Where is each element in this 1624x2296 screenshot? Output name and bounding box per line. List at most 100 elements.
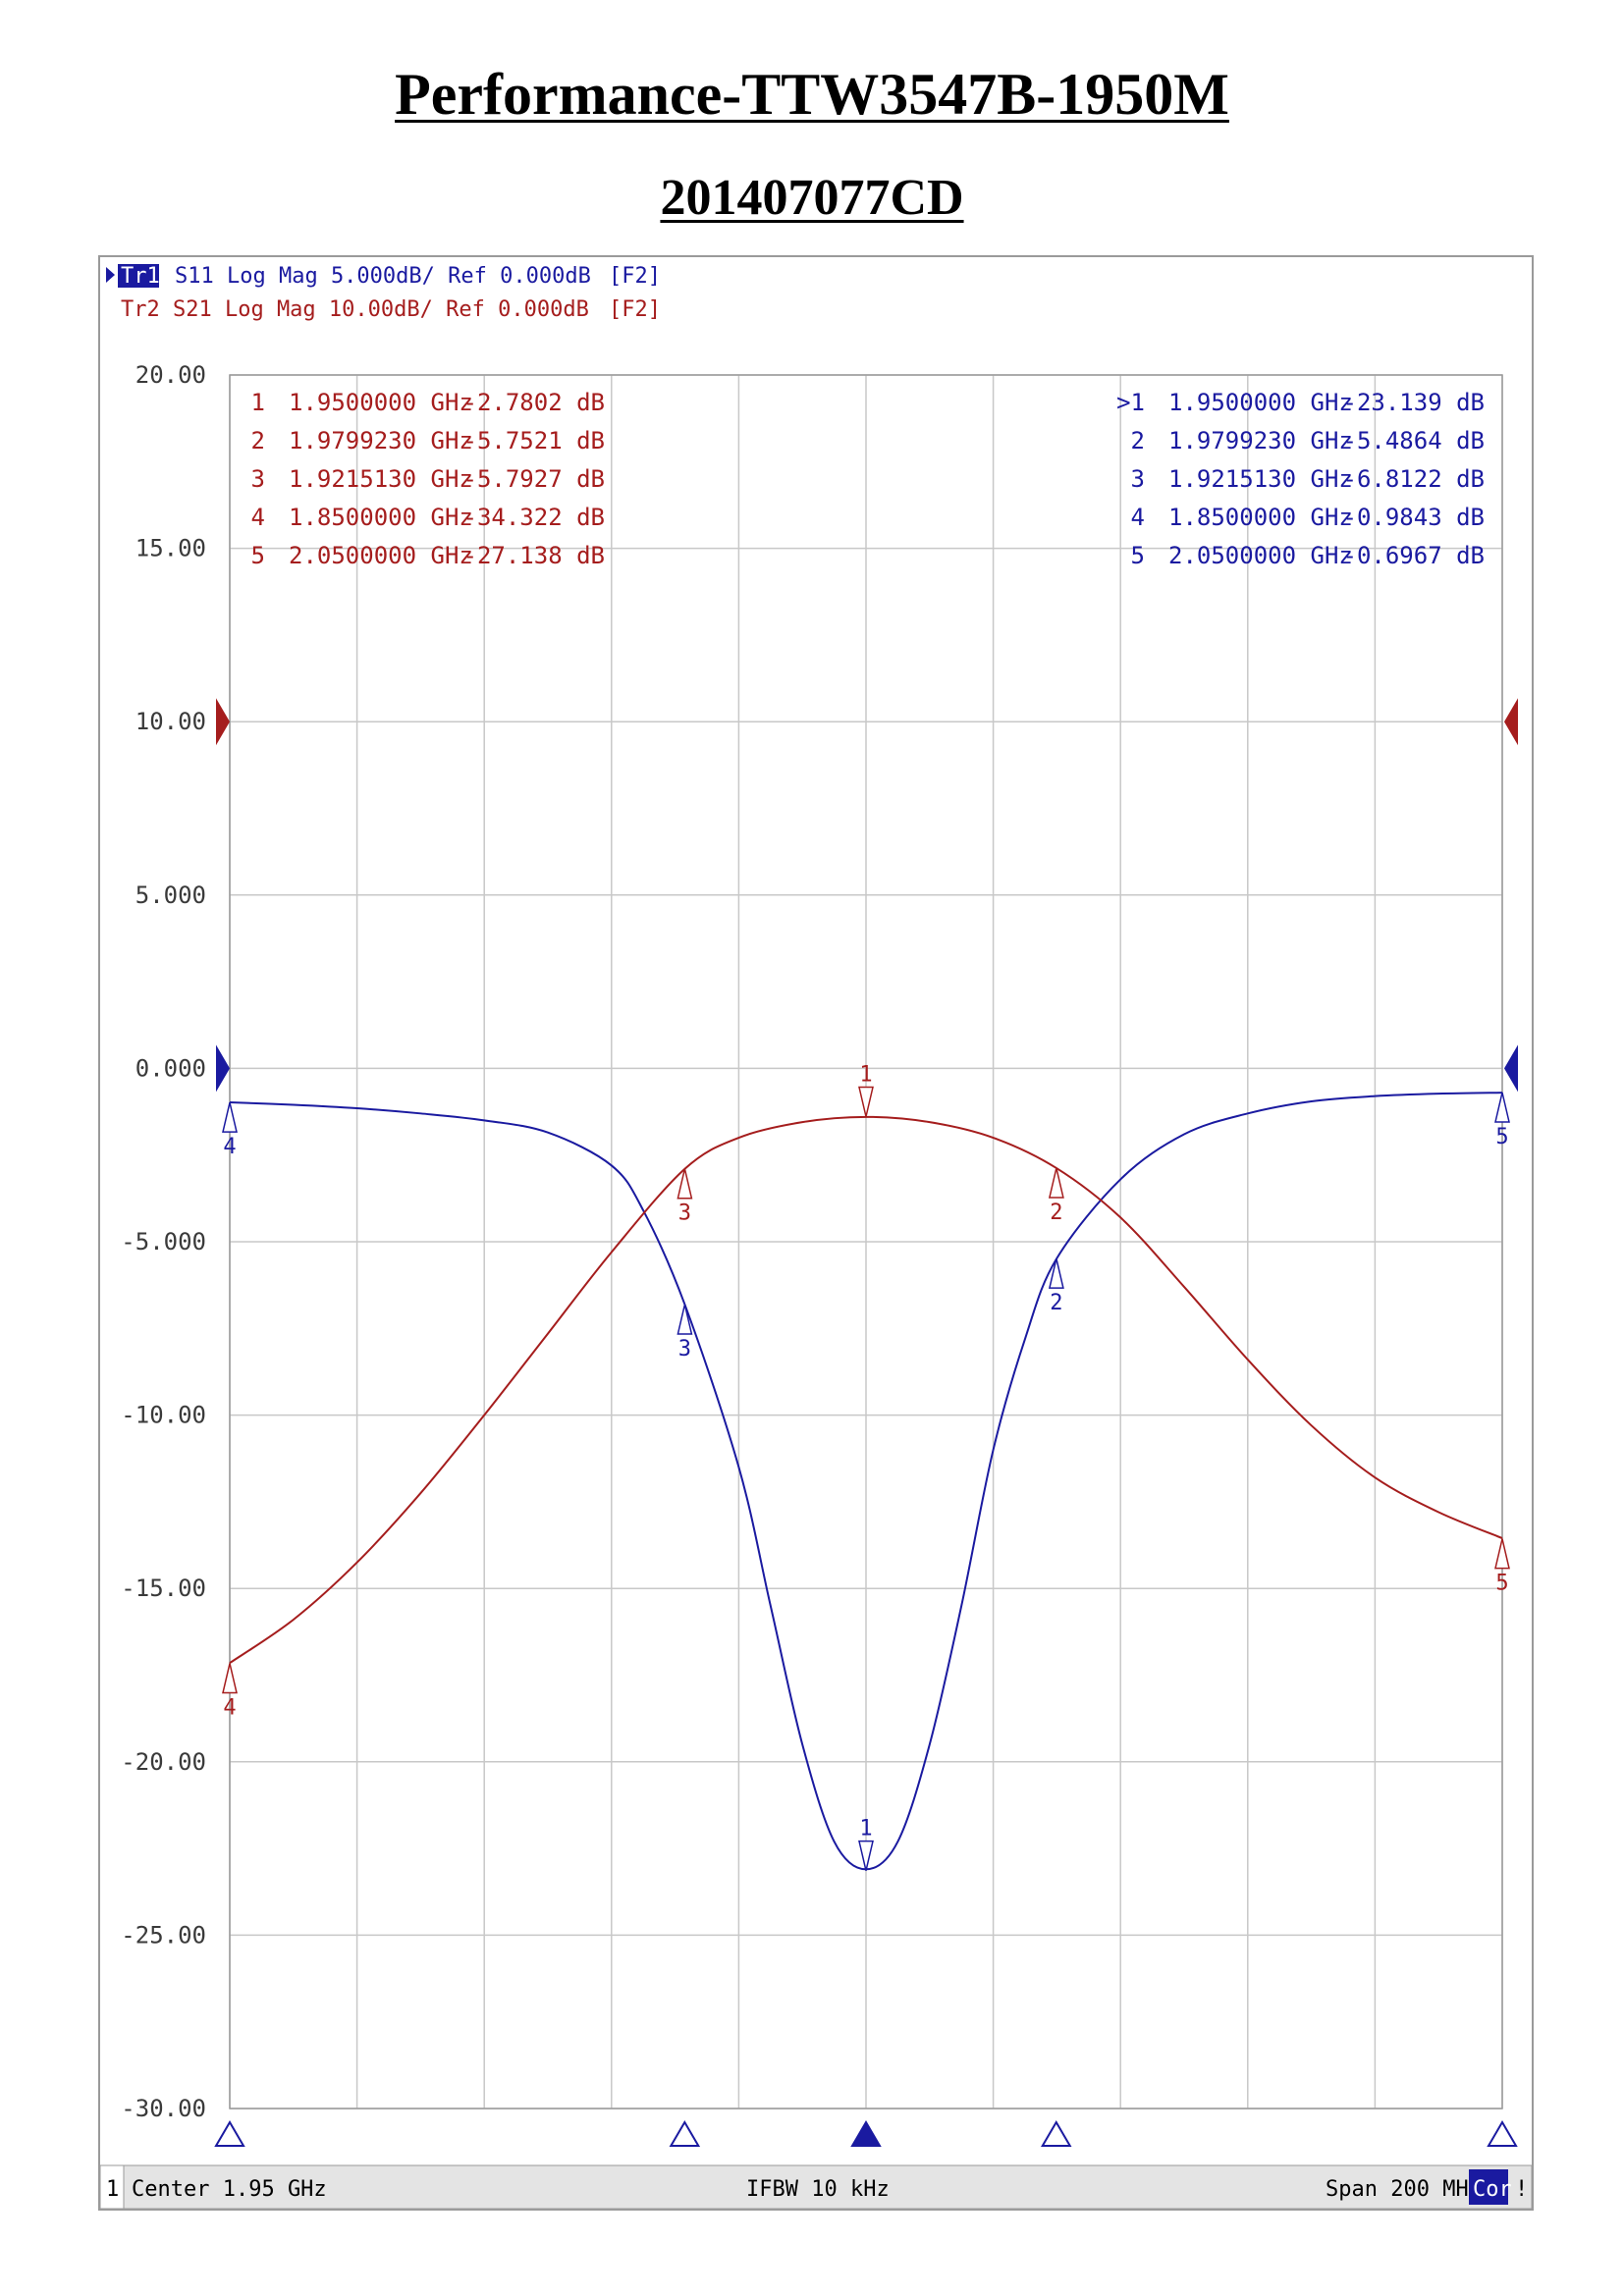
s21-marker-icon: [858, 1086, 874, 1117]
marker-row-value: -5.4864 dB: [1343, 427, 1486, 454]
marker-row-freq: 1.9500000 GHz: [1168, 389, 1353, 416]
marker-row-freq: 1.9799230 GHz: [289, 427, 473, 454]
s11-marker-icon: [222, 1101, 238, 1133]
marker-row-value: -5.7927 dB: [463, 465, 606, 493]
plot-area-border: [229, 374, 1503, 2109]
marker-row-value: -23.139 dB: [1343, 389, 1486, 416]
tr1-ref-left-icon: [216, 1044, 230, 1093]
s21-marker-label: 4: [223, 1696, 236, 1721]
status-ifbw[interactable]: IFBW 10 kHz: [746, 2177, 890, 2202]
status-center[interactable]: Center 1.95 GHz: [132, 2177, 327, 2202]
channel-box: [99, 2164, 125, 2210]
marker-row-id: 3: [1131, 465, 1145, 493]
s11-marker-label: 4: [223, 1135, 236, 1159]
active-marker-position-icon: [850, 2120, 882, 2147]
s11-marker-icon: [1494, 1092, 1510, 1123]
cor-badge-text: Cor: [1473, 2177, 1512, 2202]
y-tick-label: 20.00: [135, 361, 206, 389]
bottom-marker-row: [214, 2120, 1518, 2147]
marker-row-value: -27.138 dB: [463, 542, 606, 569]
marker-row-id: 1: [251, 389, 265, 416]
s21-marker-table: 1 1.9500000 GHz-2.7802 dB2 1.9799230 GHz-5…: [251, 389, 605, 569]
y-tick-label: -30.00: [121, 2095, 206, 2122]
tr2-flag: [F2]: [609, 297, 661, 322]
screen-border: [98, 255, 1534, 2211]
marker-row-value: -6.8122 dB: [1343, 465, 1486, 493]
s11-marker-label: 3: [678, 1337, 691, 1362]
status-channel: 1: [106, 2177, 119, 2202]
s21-marker-label: 1: [859, 1062, 872, 1087]
reference-arrows: [216, 698, 1518, 1093]
s11-marker-icon: [858, 1840, 874, 1871]
y-tick-label: -20.00: [121, 1748, 206, 1776]
y-tick-label: -5.000: [121, 1228, 206, 1255]
s21-marker-icon: [677, 1168, 693, 1200]
y-tick-label: 10.00: [135, 708, 206, 735]
marker-row-id: 5: [251, 542, 265, 569]
y-tick-label: -25.00: [121, 1921, 206, 1949]
s21-marker-label: 2: [1050, 1201, 1062, 1225]
marker-row-id: 3: [251, 465, 265, 493]
s21-marker-icon: [1048, 1167, 1064, 1199]
s11-marker-icon: [1048, 1258, 1064, 1289]
tr2-ref-left-icon: [216, 698, 230, 746]
tr2-settings[interactable]: Tr2 S21 Log Mag 10.00dB/ Ref 0.000dB: [121, 297, 589, 322]
marker-row-id: >1: [1116, 389, 1145, 416]
y-tick-label: 5.000: [135, 881, 206, 909]
marker-row-freq: 1.9799230 GHz: [1168, 427, 1353, 454]
trace-s21: [229, 1115, 1503, 1664]
s11-marker-table: >1 1.9500000 GHz-23.139 dB2 1.9799230 GHz-…: [1116, 389, 1485, 569]
s11-marker-label: 5: [1495, 1125, 1508, 1149]
marker-row-id: 4: [251, 504, 265, 531]
y-tick-label: 0.000: [135, 1054, 206, 1082]
marker-row-value: -0.6967 dB: [1343, 542, 1486, 569]
marker-row-id: 4: [1131, 504, 1145, 531]
marker-row-id: 2: [251, 427, 265, 454]
marker-row-freq: 2.0500000 GHz: [1168, 542, 1353, 569]
status-span[interactable]: Span 200 MHz: [1326, 2177, 1482, 2202]
marker-row-value: -34.322 dB: [463, 504, 606, 531]
cor-badge[interactable]: [1469, 2169, 1508, 2205]
marker-row-freq: 1.8500000 GHz: [1168, 504, 1353, 531]
marker-position-icon: [214, 2120, 245, 2147]
s21-marker-icon: [222, 1663, 238, 1694]
grid: [229, 374, 1503, 2109]
s21-marker-label: 5: [1495, 1572, 1508, 1596]
s21-marker-icon: [1494, 1538, 1510, 1570]
y-tick-label: 15.00: [135, 535, 206, 562]
marker-row-value: -0.9843 dB: [1343, 504, 1486, 531]
marker-row-freq: 1.8500000 GHz: [289, 504, 473, 531]
marker-row-freq: 1.9215130 GHz: [1168, 465, 1353, 493]
s11-marker-label: 1: [859, 1817, 872, 1842]
marker-row-value: -2.7802 dB: [463, 389, 606, 416]
status-bar: [99, 2164, 1533, 2210]
marker-position-icon: [1487, 2120, 1518, 2147]
tr1-settings[interactable]: S11 Log Mag 5.000dB/ Ref 0.000dB: [175, 264, 591, 289]
analyzer-screen: Tr1 S11 Log Mag 5.000dB/ Ref 0.000dB [F2…: [98, 255, 1534, 2211]
tr2-ref-right-icon: [1504, 698, 1518, 746]
tr1-flag: [F2]: [609, 264, 661, 289]
page-subtitle: 201407077CD: [660, 170, 964, 226]
chart-svg: Tr1 S11 Log Mag 5.000dB/ Ref 0.000dB [F2…: [98, 255, 1534, 2211]
y-tick-label: -15.00: [121, 1575, 206, 1602]
s11-marker-label: 2: [1050, 1291, 1062, 1315]
marker-row-id: 2: [1131, 427, 1145, 454]
marker-position-icon: [669, 2120, 701, 2147]
marker-row-freq: 2.0500000 GHz: [289, 542, 473, 569]
tr1-badge[interactable]: [118, 264, 159, 288]
marker-position-icon: [1041, 2120, 1072, 2147]
marker-row-id: 5: [1131, 542, 1145, 569]
marker-row-value: -5.7521 dB: [463, 427, 606, 454]
tr1-badge-text: Tr1: [121, 264, 160, 289]
marker-row-freq: 1.9500000 GHz: [289, 389, 473, 416]
active-trace-arrow-icon: [106, 267, 115, 283]
page-title: Performance-TTW3547B-1950M: [395, 62, 1229, 127]
s21-marker-label: 3: [678, 1201, 691, 1226]
markers: 1 2 3 4 5 1 2 3 4 5: [222, 1062, 1510, 1871]
s11-marker-icon: [677, 1304, 693, 1335]
status-warning: !: [1515, 2177, 1528, 2202]
y-axis-ticks: 20.00 15.00 10.00 5.000 0.000 -5.000 -10.00 -15…: [121, 361, 206, 2122]
marker-row-freq: 1.9215130 GHz: [289, 465, 473, 493]
tr1-ref-right-icon: [1504, 1044, 1518, 1093]
y-tick-label: -10.00: [121, 1402, 206, 1429]
